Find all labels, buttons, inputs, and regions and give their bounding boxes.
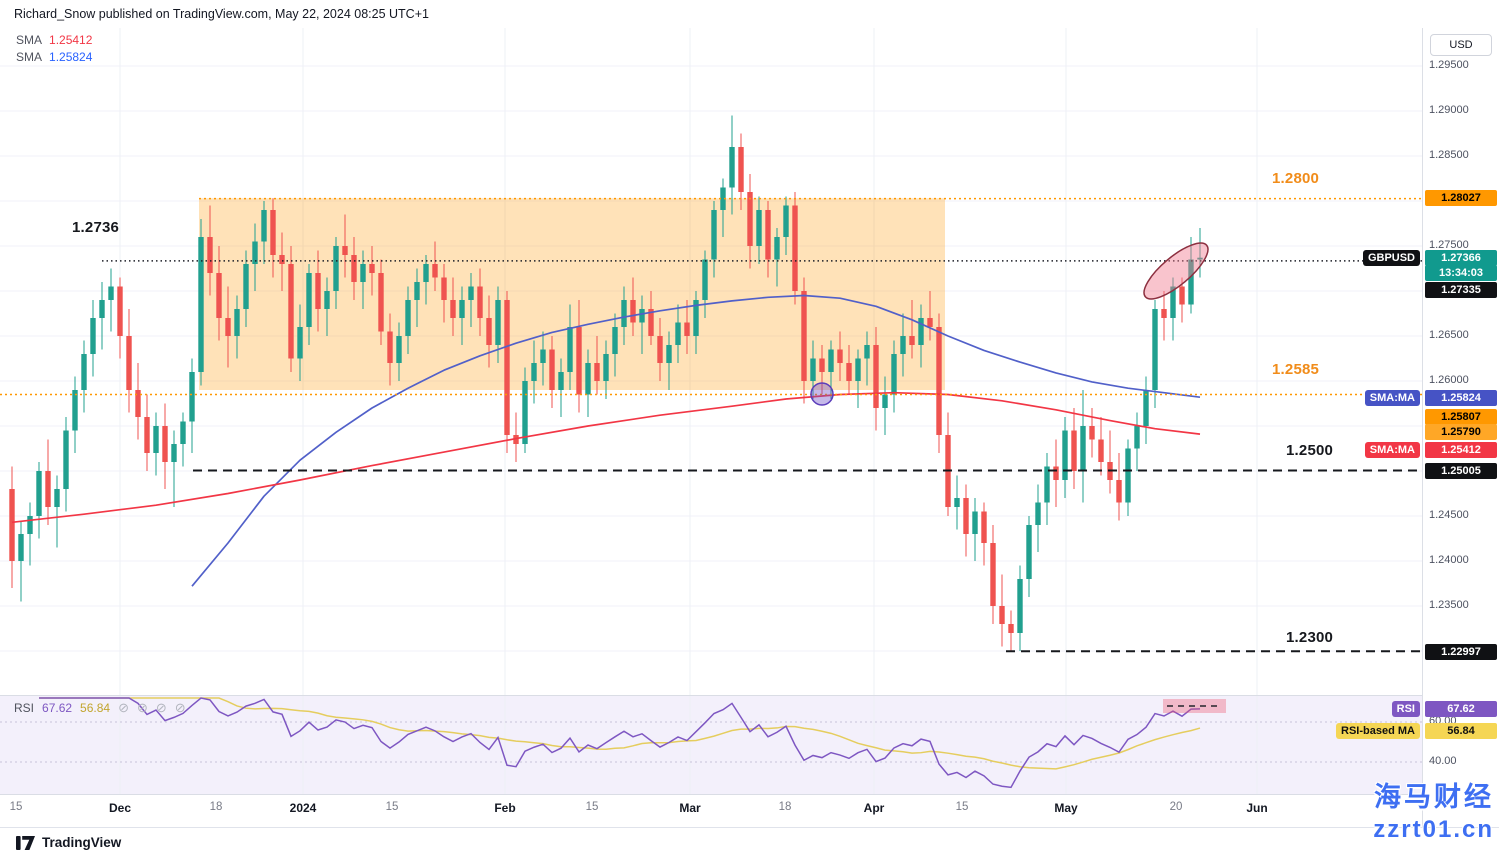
- level-label-1.2500: 1.2500: [1286, 442, 1334, 459]
- time-axis-label: 15: [585, 801, 599, 813]
- tradingview-logo-text: TradingView: [42, 835, 122, 850]
- rsi-ma-line: [39, 697, 1201, 770]
- rsi-hidden-icon[interactable]: ⊘: [118, 700, 129, 715]
- price-axis-label: 1.29500: [1429, 59, 1469, 71]
- price-axis-label: 1.29000: [1429, 104, 1469, 116]
- rsi-hidden-icon[interactable]: ⊘: [155, 700, 167, 715]
- watermark-line2: zzrt01.cn: [1373, 815, 1494, 843]
- attribution-text: Richard_Snow published on TradingView.co…: [14, 7, 429, 21]
- time-axis-label: 18: [209, 801, 223, 813]
- time-axis-label: Jun: [1246, 801, 1268, 815]
- sma-blue-line: [191, 294, 1201, 587]
- sma1-legend-value: 1.25412: [49, 33, 93, 47]
- site-watermark: 海马财经 zzrt01.cn: [1373, 781, 1494, 845]
- watermark-line1: 海马财经: [1374, 782, 1494, 812]
- price-axis-badge: 1.25807: [1425, 409, 1497, 425]
- rsi-ma-legend-value: 56.84: [80, 701, 111, 715]
- time-axis-label: Apr: [863, 801, 885, 815]
- price-axis-label: 1.26000: [1429, 374, 1469, 386]
- sma-red-line: [11, 391, 1201, 524]
- time-axis-label: 18: [778, 801, 792, 813]
- price-axis-badge: 1.22997: [1425, 644, 1497, 660]
- rsi-legend-value: 67.62: [42, 701, 73, 715]
- time-axis-label: Dec: [108, 801, 132, 815]
- price-axis-badge: 56.84: [1425, 723, 1497, 739]
- level-label-1.2300: 1.2300: [1286, 629, 1334, 646]
- time-axis-label: Feb: [494, 801, 516, 815]
- plot-area[interactable]: [0, 28, 1422, 794]
- price-axis-label: 1.24000: [1429, 554, 1469, 566]
- price-axis-badge: 1.25005: [1425, 463, 1497, 479]
- footer-bar: TradingView: [0, 827, 1499, 857]
- price-axis-label: 1.28500: [1429, 149, 1469, 161]
- price-axis-panel[interactable]: USD 1.29500 1.29000 1.28500 1.27500 1.26500 1…: [1422, 28, 1499, 827]
- level-label-1.2736: 1.2736: [72, 219, 120, 236]
- time-axis-label: Mar: [679, 801, 701, 815]
- rsi-hidden-icon[interactable]: ⊘: [136, 700, 148, 715]
- sma2-legend-value: 1.25824: [49, 50, 93, 64]
- price-axis-badge: 1.28027: [1425, 190, 1497, 206]
- time-axis-panel[interactable]: 15 Dec 18 2024 15 Feb 15 Mar 18 Apr 15 May 20 Jun: [0, 795, 1422, 827]
- sma1-legend-label: SMA: [16, 33, 43, 47]
- price-axis-label: 1.24500: [1429, 509, 1469, 521]
- price-axis-label: 1.23500: [1429, 599, 1469, 611]
- time-axis-label: May: [1054, 801, 1078, 815]
- price-axis-badge: 13:34:03: [1425, 265, 1497, 281]
- time-axis-label: 2024: [289, 801, 317, 815]
- level-label-1.2585: 1.2585: [1272, 361, 1320, 378]
- level-label-1.2800: 1.2800: [1272, 170, 1320, 187]
- price-axis-badge: 1.25790: [1425, 424, 1497, 440]
- rsi-line: [39, 697, 1201, 789]
- candlestick-series: [9, 115, 1203, 652]
- price-axis-label: 40.00: [1429, 755, 1457, 767]
- price-axis-label: 1.26500: [1429, 329, 1469, 341]
- price-axis-label: 1.27500: [1429, 239, 1469, 251]
- price-axis-badge: 67.62: [1425, 701, 1497, 717]
- tradingview-logo-link[interactable]: TradingView: [16, 835, 121, 850]
- time-axis-label: 15: [955, 801, 969, 813]
- tradingview-logo-icon: [16, 835, 35, 850]
- rsi-legend-label: RSI: [14, 701, 35, 715]
- rsi-hidden-icon[interactable]: ⊘: [174, 700, 186, 715]
- time-axis-label: 15: [9, 801, 23, 813]
- price-axis-badge: 1.27366: [1425, 250, 1497, 266]
- sma1-legend-row: SMA 1.25412: [16, 33, 92, 47]
- sma2-legend-row: SMA 1.25824: [16, 50, 92, 64]
- breakout-ellipse-annotation: [1143, 242, 1209, 300]
- price-axis-badge: 1.25412: [1425, 442, 1497, 458]
- price-axis-badge: 1.25824: [1425, 390, 1497, 406]
- currency-unit-toggle[interactable]: USD: [1430, 34, 1492, 56]
- sma-test-circle-annotation: [810, 382, 834, 406]
- price-axis-badge: 1.27335: [1425, 282, 1497, 298]
- time-axis-label: 20: [1169, 801, 1183, 813]
- sma2-legend-label: SMA: [16, 50, 43, 64]
- time-axis-label: 15: [385, 801, 399, 813]
- rsi-legend-row: RSI 67.62 56.84 ⊘ ⊘ ⊘ ⊘: [14, 700, 186, 716]
